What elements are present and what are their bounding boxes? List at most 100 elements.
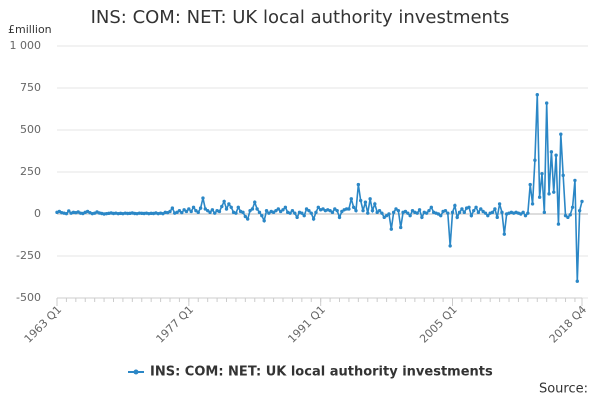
data-point — [410, 208, 415, 213]
data-point — [316, 205, 321, 209]
y-tick-label: 500 — [20, 123, 41, 136]
data-point — [281, 208, 285, 212]
data-point — [222, 199, 226, 204]
data-point — [340, 209, 344, 214]
data-point — [201, 196, 205, 200]
data-point — [528, 182, 532, 187]
data-point — [563, 213, 568, 218]
data-point — [217, 209, 222, 214]
data-point — [439, 213, 443, 218]
data-point — [330, 210, 335, 215]
data-point — [387, 212, 391, 216]
data-point — [356, 182, 361, 187]
data-point — [245, 217, 250, 221]
data-point — [537, 195, 542, 199]
data-point — [556, 222, 561, 226]
data-point — [370, 208, 375, 213]
data-point — [210, 208, 215, 212]
data-point — [196, 210, 200, 215]
data-point — [490, 210, 495, 215]
data-point — [443, 208, 448, 213]
data-point — [64, 211, 69, 216]
data-point — [552, 190, 556, 194]
data-point — [453, 203, 457, 208]
x-tick-label: 2005 Q1 — [417, 303, 460, 346]
data-point — [300, 211, 304, 215]
data-point — [170, 206, 175, 210]
x-tick-label: 1977 Q1 — [154, 303, 197, 346]
data-point — [267, 211, 271, 215]
data-point — [363, 200, 368, 204]
data-point — [377, 208, 382, 213]
data-point — [460, 207, 464, 211]
data-point — [399, 225, 403, 230]
data-point — [549, 150, 554, 154]
data-point — [566, 215, 570, 220]
data-point — [554, 153, 558, 157]
data-point — [351, 205, 356, 209]
data-point — [580, 199, 584, 204]
data-point — [276, 207, 281, 211]
source: Source: — [539, 382, 588, 397]
data-point — [205, 208, 210, 213]
data-point — [519, 212, 523, 216]
data-point — [415, 211, 419, 215]
data-point — [427, 208, 431, 213]
data-point — [561, 173, 565, 178]
y-tick-label: 250 — [20, 165, 41, 178]
data-point — [483, 211, 488, 215]
data-point — [389, 227, 394, 231]
data-point — [361, 208, 365, 213]
data-point — [182, 208, 186, 212]
data-point — [349, 197, 353, 201]
data-point — [177, 208, 182, 213]
data-point — [533, 158, 537, 162]
data-point — [455, 215, 459, 220]
data-point — [406, 211, 410, 215]
legend-marker — [133, 369, 139, 375]
data-point — [187, 207, 191, 211]
data-point — [290, 208, 295, 213]
data-point — [493, 207, 497, 211]
data-point — [474, 205, 478, 209]
data-point — [293, 211, 297, 215]
data-point — [191, 205, 196, 209]
data-point — [403, 209, 408, 214]
data-point — [288, 211, 292, 215]
legend-label: INS: COM: NET: UK local authority invest… — [150, 365, 493, 380]
y-axis-label: £million — [8, 23, 52, 36]
data-point — [321, 207, 325, 211]
data-point — [573, 178, 577, 183]
data-point — [168, 209, 172, 214]
data-point — [189, 209, 193, 214]
data-point — [264, 208, 269, 213]
data-point — [234, 211, 238, 215]
data-point — [295, 215, 299, 220]
data-point — [354, 208, 358, 213]
data-point — [229, 205, 233, 209]
data-point — [472, 208, 476, 213]
data-point — [366, 211, 370, 215]
data-point — [568, 213, 572, 217]
data-point — [253, 200, 257, 204]
data-point — [396, 208, 401, 213]
data-point — [417, 208, 422, 212]
data-point — [577, 208, 582, 213]
data-point — [547, 192, 551, 196]
data-point — [394, 207, 398, 211]
y-tick-label: 1 000 — [10, 39, 42, 52]
data-point — [448, 244, 452, 248]
data-point — [446, 211, 450, 215]
data-point — [391, 210, 396, 215]
data-point — [67, 209, 71, 213]
data-point — [495, 215, 499, 220]
data-point — [358, 198, 363, 203]
data-point — [347, 207, 351, 211]
data-point — [262, 219, 266, 223]
data-point — [248, 208, 252, 213]
data-point — [559, 132, 563, 136]
data-point — [243, 214, 248, 219]
data-point — [283, 205, 288, 209]
data-point — [224, 207, 229, 211]
